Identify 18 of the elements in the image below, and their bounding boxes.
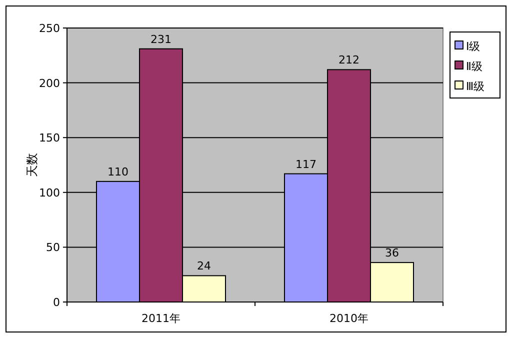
legend-label: Ⅲ级	[466, 80, 485, 93]
x-tick-label: 2010年	[330, 312, 368, 325]
y-tick-label: 0	[53, 296, 60, 309]
data-label: 231	[150, 32, 172, 46]
data-label: 110	[108, 165, 128, 178]
y-tick-label: 100	[39, 186, 60, 200]
y-tick-label: 200	[39, 76, 60, 90]
y-tick-label: 50	[46, 241, 60, 254]
data-label: 36	[385, 246, 399, 260]
y-tick-label: 250	[39, 22, 60, 35]
x-tick-label: 2011年	[142, 312, 180, 325]
data-label: 212	[338, 54, 360, 67]
data-label: 24	[197, 260, 211, 273]
data-label: 117	[296, 158, 316, 171]
y-axis-title: 天数	[25, 153, 39, 177]
legend-label: Ⅰ级	[466, 40, 480, 53]
y-tick-label: 150	[39, 132, 60, 145]
legend-label: Ⅱ级	[466, 60, 482, 73]
